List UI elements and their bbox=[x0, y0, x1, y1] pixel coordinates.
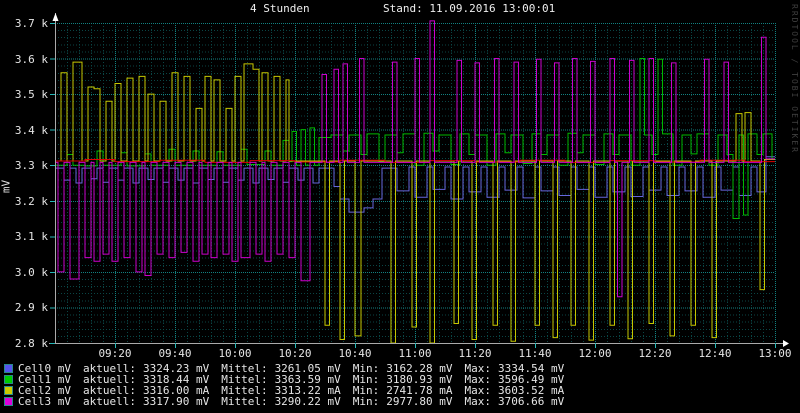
legend-key-min: Min: bbox=[352, 362, 380, 375]
legend-value-mittel: 3290.22 mV bbox=[274, 395, 341, 408]
legend-key-mittel: Mittel: bbox=[221, 373, 268, 386]
x-tick-label: 12:00 bbox=[578, 347, 612, 360]
y-tick-label: 3.1 k bbox=[14, 230, 48, 244]
x-tick-label: 12:40 bbox=[698, 347, 732, 360]
legend-key-mittel: Mittel: bbox=[221, 384, 268, 397]
legend-swatch-cell2 bbox=[4, 386, 13, 395]
y-tick-label: 3.0 k bbox=[14, 265, 48, 279]
legend-key-max: Max: bbox=[464, 384, 492, 397]
x-tick-label: 10:20 bbox=[278, 347, 312, 360]
legend-row-cell0: Cell0 mV aktuell: 3324.23 mV Mittel: 3261.05… bbox=[4, 363, 564, 374]
legend-label: Cell3 mV bbox=[18, 395, 71, 408]
y-tick-label: 3.6 k bbox=[14, 52, 48, 66]
y-tick-label: 3.2 k bbox=[14, 194, 48, 208]
legend-key-min: Min: bbox=[352, 395, 380, 408]
y-tick-label: 3.5 k bbox=[14, 88, 48, 102]
legend-key-aktuell: aktuell: bbox=[82, 384, 136, 397]
rrdtool-watermark: RRDTOOL / TOBI OETIKER bbox=[790, 4, 799, 154]
legend-key-aktuell: aktuell: bbox=[82, 373, 136, 386]
x-tick-label: 12:20 bbox=[638, 347, 672, 360]
legend-value-max: 3334.54 mV bbox=[498, 362, 565, 375]
legend-value-aktuell: 3318.44 mV bbox=[142, 373, 210, 386]
legend-value-mittel: 3313.22 mA bbox=[274, 384, 341, 397]
legend-key-min: Min: bbox=[352, 384, 380, 397]
x-tick-label: 11:00 bbox=[398, 347, 432, 360]
x-tick-label: 10:00 bbox=[218, 347, 252, 360]
x-tick-label: 11:40 bbox=[518, 347, 552, 360]
legend-label: Cell1 mV bbox=[18, 373, 71, 386]
legend-value-min: 3180.93 mV bbox=[386, 373, 453, 386]
legend-value-aktuell: 3316.00 mA bbox=[142, 384, 210, 397]
legend-value-max: 3603.52 mA bbox=[498, 384, 565, 397]
x-tick-label: 10:40 bbox=[338, 347, 372, 360]
legend-value-max: 3706.66 mV bbox=[498, 395, 565, 408]
legend-value-min: 3162.28 mV bbox=[386, 362, 453, 375]
x-tick-label: 09:40 bbox=[158, 347, 192, 360]
legend-value-min: 2977.80 mV bbox=[386, 395, 453, 408]
legend-key-mittel: Mittel: bbox=[221, 362, 268, 375]
legend-value-aktuell: 3324.23 mV bbox=[142, 362, 210, 375]
y-tick-label: 2.8 k bbox=[14, 337, 48, 350]
legend-row-cell1: Cell1 mV aktuell: 3318.44 mV Mittel: 3363.59… bbox=[4, 374, 564, 385]
legend-row-cell2: Cell2 mV aktuell: 3316.00 mA Mittel: 3313.22… bbox=[4, 385, 564, 396]
y-tick-label: 3.7 k bbox=[14, 17, 48, 30]
legend-key-aktuell: aktuell: bbox=[82, 362, 136, 375]
y-tick-label: 2.9 k bbox=[14, 301, 48, 315]
legend-key-max: Max: bbox=[464, 362, 492, 375]
graph-title: 4 Stunden bbox=[250, 2, 310, 15]
legend-value-min: 2741.78 mA bbox=[386, 384, 453, 397]
y-tick-label: 3.4 k bbox=[14, 123, 48, 137]
legend-value-mittel: 3261.05 mV bbox=[274, 362, 341, 375]
x-tick-label: 11:20 bbox=[458, 347, 492, 360]
legend-key-max: Max: bbox=[464, 395, 492, 408]
graph-timestamp: Stand: 11.09.2016 13:00:01 bbox=[383, 2, 556, 15]
legend-swatch-cell3 bbox=[4, 397, 13, 406]
legend-key-max: Max: bbox=[464, 373, 492, 386]
legend-key-mittel: Mittel: bbox=[221, 395, 268, 408]
legend-value-max: 3596.49 mV bbox=[498, 373, 565, 386]
legend-swatch-cell1 bbox=[4, 375, 13, 384]
legend-key-min: Min: bbox=[352, 373, 380, 386]
legend-label: Cell2 mV bbox=[18, 384, 71, 397]
x-tick-label: 09:20 bbox=[98, 347, 132, 360]
legend-value-aktuell: 3317.90 mV bbox=[142, 395, 210, 408]
legend-label: Cell0 mV bbox=[18, 362, 71, 375]
legend-value-mittel: 3363.59 mV bbox=[274, 373, 341, 386]
x-tick-label: 13:00 bbox=[758, 347, 792, 360]
legend-key-aktuell: aktuell: bbox=[82, 395, 136, 408]
legend-row-cell3: Cell3 mV aktuell: 3317.90 mV Mittel: 3290.22… bbox=[4, 396, 564, 407]
legend-swatch-cell0 bbox=[4, 364, 13, 373]
y-tick-label: 3.3 k bbox=[14, 159, 48, 173]
